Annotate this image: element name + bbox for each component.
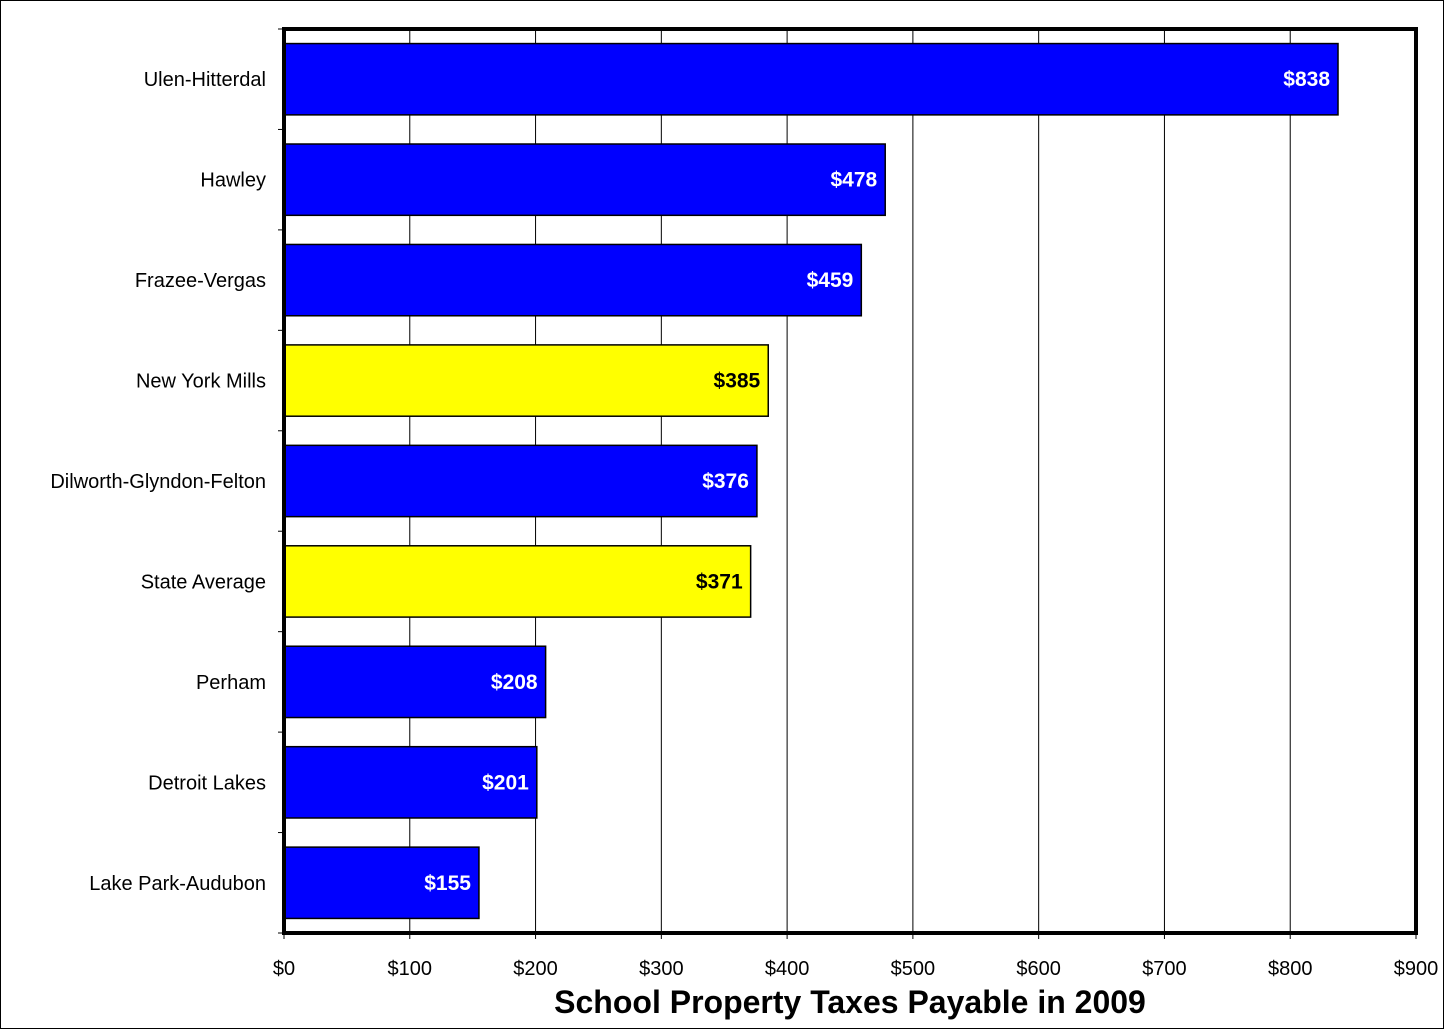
category-label: Lake Park-Audubon bbox=[89, 873, 266, 895]
data-label: $376 bbox=[702, 470, 749, 493]
bars: $838 $478 $459 $385 $376 $371 $208 $201 $155 bbox=[283, 42, 1339, 920]
bar bbox=[283, 745, 538, 819]
bar bbox=[283, 444, 758, 518]
x-axis-title: School Property Taxes Payable in 2009 bbox=[554, 984, 1146, 1020]
data-label: $385 bbox=[714, 370, 761, 393]
data-label: $838 bbox=[1283, 68, 1330, 91]
x-tick-label: $100 bbox=[388, 958, 433, 980]
category-labels: Ulen-Hitterdal Hawley Frazee-Vergas New Yor… bbox=[50, 28, 284, 934]
bar bbox=[283, 42, 1339, 116]
bar bbox=[283, 545, 752, 618]
x-tick-label: $0 bbox=[273, 958, 295, 980]
category-label: Dilworth-Glyndon-Felton bbox=[50, 471, 266, 493]
plot-border bbox=[282, 27, 1418, 935]
x-tick-label: $200 bbox=[513, 958, 558, 980]
data-label: $459 bbox=[807, 269, 854, 292]
x-tick-label: $600 bbox=[1016, 958, 1061, 980]
data-label: $201 bbox=[482, 771, 529, 794]
bar bbox=[283, 846, 480, 920]
x-axis-ticks: $0 $100 $200 $300 $400 $500 $600 $700 $800 $900 bbox=[273, 933, 1438, 980]
category-label: Hawley bbox=[200, 170, 266, 192]
data-label: $208 bbox=[491, 671, 538, 694]
x-tick-label: $800 bbox=[1268, 958, 1313, 980]
bar bbox=[283, 243, 863, 317]
x-tick-label: $900 bbox=[1394, 958, 1439, 980]
x-tick-label: $300 bbox=[639, 958, 684, 980]
bar bbox=[283, 344, 769, 417]
category-label: Perham bbox=[196, 672, 266, 694]
category-label: New York Mills bbox=[136, 371, 266, 393]
data-label: $478 bbox=[830, 169, 877, 192]
category-label: Ulen-Hitterdal bbox=[144, 69, 266, 91]
bar bbox=[283, 143, 886, 217]
data-label: $371 bbox=[696, 570, 743, 593]
category-label: Detroit Lakes bbox=[148, 772, 266, 794]
x-tick-label: $500 bbox=[891, 958, 936, 980]
data-label: $155 bbox=[424, 872, 471, 895]
category-label: Frazee-Vergas bbox=[135, 270, 266, 292]
x-tick-label: $700 bbox=[1142, 958, 1187, 980]
x-tick-label: $400 bbox=[765, 958, 810, 980]
category-label: State Average bbox=[141, 571, 266, 593]
